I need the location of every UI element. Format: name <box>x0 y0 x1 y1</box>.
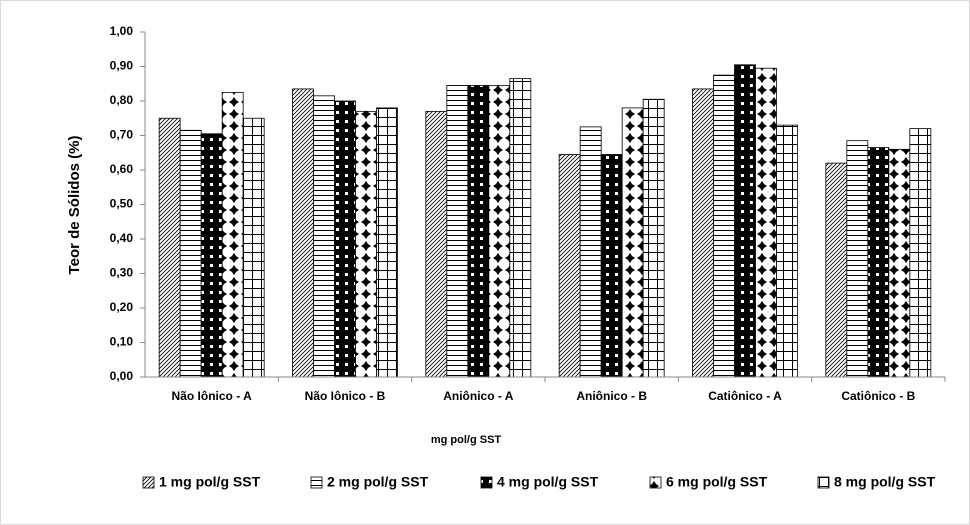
bar <box>242 117 265 378</box>
legend: 1 mg pol/g SST 2 mg pol/g SST 4 mg pol/g S… <box>142 474 936 490</box>
legend-swatch <box>480 476 493 489</box>
bar <box>179 129 202 378</box>
bar <box>909 128 932 378</box>
legend-label: 6 mg pol/g SST <box>666 474 768 490</box>
y-tick-label: 0,00 <box>110 369 134 383</box>
y-tick-label: 0,50 <box>110 197 134 211</box>
y-tick-label: 0,10 <box>110 335 134 349</box>
y-axis-title: Teor de Sólidos (%) <box>66 136 83 275</box>
bar <box>313 95 335 378</box>
bar <box>158 117 181 378</box>
x-tick-label: Não Iônico - B <box>305 389 386 403</box>
bar <box>292 88 314 378</box>
y-tick-label: 0,60 <box>110 162 134 176</box>
legend-label: 2 mg pol/g SST <box>327 474 429 490</box>
bar <box>713 74 735 378</box>
legend-swatch <box>817 476 830 489</box>
x-tick-label: Não Iônico - A <box>172 389 253 403</box>
bar <box>355 110 377 378</box>
bar <box>846 140 869 378</box>
bar <box>621 107 644 378</box>
x-tick-label: Catiônico - A <box>708 389 782 403</box>
bar <box>825 162 848 378</box>
bar <box>867 147 890 378</box>
x-axis-title: mg pol/g SST <box>431 434 502 446</box>
bar <box>888 148 911 378</box>
legend-label: 4 mg pol/g SST <box>497 474 599 490</box>
legend-label: 1 mg pol/g SST <box>159 474 261 490</box>
y-tick-label: 0,40 <box>110 231 134 245</box>
y-tick-label: 0,80 <box>110 93 134 107</box>
bar <box>692 88 714 378</box>
x-tick-label: Aniônico - A <box>443 389 514 403</box>
x-tick-label: Catiônico - B <box>841 389 915 403</box>
legend-swatch <box>649 476 662 489</box>
bar <box>755 67 777 378</box>
bar <box>509 78 532 378</box>
legend-label: 8 mg pol/g SST <box>834 474 936 490</box>
bar <box>334 100 356 378</box>
y-tick-label: 1,00 <box>110 24 134 38</box>
bar <box>600 154 623 378</box>
bar <box>579 126 602 378</box>
y-tick-label: 0,70 <box>110 128 134 142</box>
bar <box>642 98 665 378</box>
bar <box>425 110 448 378</box>
y-tick-label: 0,30 <box>110 266 134 280</box>
bar <box>488 85 511 378</box>
y-tick-label: 0,20 <box>110 300 134 314</box>
bar <box>221 91 244 378</box>
legend-swatch <box>142 476 155 489</box>
bar <box>776 124 798 378</box>
bar <box>734 64 756 378</box>
bar <box>558 154 581 378</box>
bar <box>376 107 398 378</box>
y-tick-label: 0,90 <box>110 59 134 73</box>
bar <box>446 85 469 378</box>
x-tick-label: Aniônico - B <box>576 389 647 403</box>
bar <box>200 133 223 378</box>
legend-swatch <box>310 476 323 489</box>
bar <box>467 85 490 378</box>
